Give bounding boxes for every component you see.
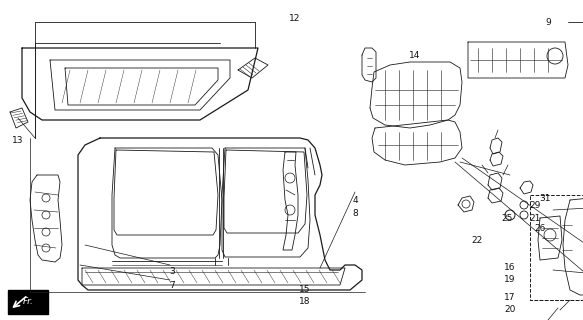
FancyBboxPatch shape [8, 290, 48, 314]
Text: 15: 15 [299, 285, 311, 294]
Text: 14: 14 [409, 51, 421, 60]
Text: 18: 18 [299, 298, 311, 307]
Bar [530, 195, 583, 300]
Bar [530, 195, 583, 300]
Text: 12: 12 [289, 13, 301, 22]
Text: 7: 7 [169, 281, 175, 290]
Text: 3: 3 [169, 268, 175, 276]
Text: 8: 8 [352, 209, 358, 218]
Text: 17: 17 [504, 293, 516, 302]
Text: 13: 13 [12, 135, 24, 145]
Text: 29: 29 [529, 201, 540, 210]
Text: 9: 9 [545, 18, 551, 27]
Text: 20: 20 [504, 306, 516, 315]
Text: Fr.: Fr. [23, 298, 33, 307]
Text: 25: 25 [501, 213, 512, 222]
Bar [530, 195, 583, 300]
Text: 22: 22 [472, 236, 483, 244]
Text: 31: 31 [539, 194, 551, 203]
Text: 19: 19 [504, 276, 516, 284]
Text: 21: 21 [529, 213, 540, 222]
Text: 4: 4 [352, 196, 358, 204]
Text: 26: 26 [534, 223, 546, 233]
Text: 16: 16 [504, 263, 516, 273]
